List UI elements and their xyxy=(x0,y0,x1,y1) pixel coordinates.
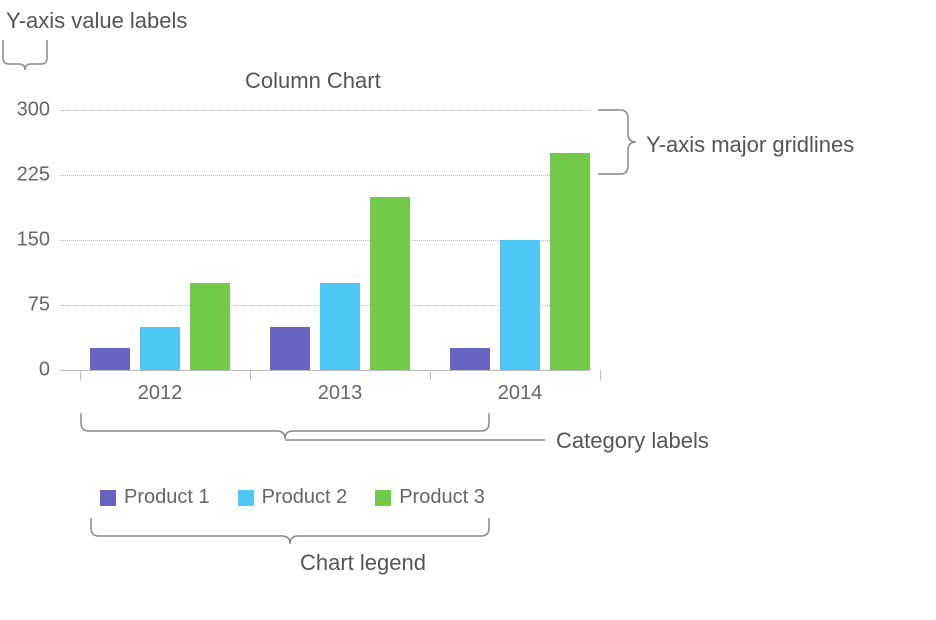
xtick xyxy=(80,370,81,380)
ytick-label: 225 xyxy=(17,164,50,187)
baseline xyxy=(60,370,590,371)
bracket-category-labels xyxy=(80,413,500,453)
ytick-label: 300 xyxy=(17,99,50,122)
legend-item: Product 1 xyxy=(100,486,210,509)
bracket-yaxis-labels xyxy=(0,40,60,100)
bar xyxy=(90,348,130,370)
gridline xyxy=(60,175,590,176)
gridline xyxy=(60,110,590,111)
chart-diagram-container: Y-axis value labels Column Chart 0751502… xyxy=(0,0,936,620)
category-label: 2012 xyxy=(138,382,183,405)
annotation-category-labels: Category labels xyxy=(556,428,709,454)
annotation-yaxis-labels: Y-axis value labels xyxy=(6,8,187,34)
legend-item: Product 3 xyxy=(375,486,485,509)
bar xyxy=(450,348,490,370)
xtick xyxy=(430,370,431,380)
bar xyxy=(370,197,410,370)
legend-label: Product 1 xyxy=(124,486,210,509)
legend-swatch xyxy=(238,490,254,506)
legend-label: Product 2 xyxy=(262,486,348,509)
legend-swatch xyxy=(100,490,116,506)
xtick xyxy=(250,370,251,380)
annotation-gridlines: Y-axis major gridlines xyxy=(646,132,854,158)
bracket-legend xyxy=(90,518,500,558)
chart-plot-area: 075150225300 xyxy=(60,110,590,370)
connector-category-labels xyxy=(285,438,555,446)
bar xyxy=(500,240,540,370)
bar xyxy=(320,283,360,370)
category-label: 2014 xyxy=(498,382,543,405)
ytick-label: 150 xyxy=(17,229,50,252)
chart-legend: Product 1 Product 2 Product 3 xyxy=(100,486,485,509)
legend-item: Product 2 xyxy=(238,486,348,509)
annotation-legend: Chart legend xyxy=(300,550,426,576)
legend-swatch xyxy=(375,490,391,506)
category-label: 2013 xyxy=(318,382,363,405)
legend-label: Product 3 xyxy=(399,486,485,509)
xtick xyxy=(600,370,601,380)
bar xyxy=(140,327,180,370)
bar xyxy=(270,327,310,370)
chart-title: Column Chart xyxy=(245,68,381,94)
ytick-label: 0 xyxy=(39,359,50,382)
bar xyxy=(550,153,590,370)
ytick-label: 75 xyxy=(28,294,50,317)
bar xyxy=(190,283,230,370)
